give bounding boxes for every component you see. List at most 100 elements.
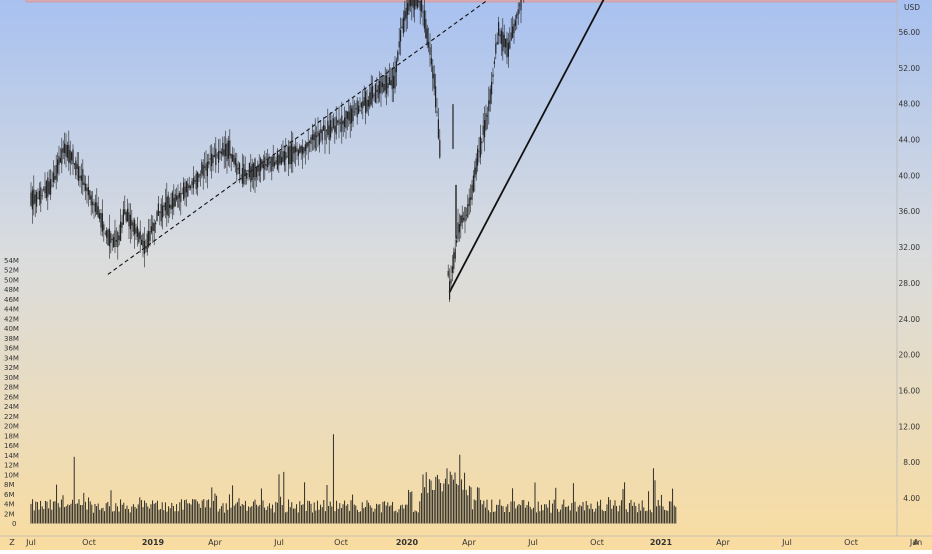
candle-body — [323, 125, 325, 131]
candle-body — [218, 151, 220, 163]
candle-body — [230, 153, 232, 159]
candle-body — [303, 147, 305, 153]
candle-body — [297, 150, 299, 156]
volume-tick-label: 24M — [4, 403, 19, 411]
candle-body — [450, 279, 452, 284]
time-tick-label: 2020 — [396, 538, 419, 547]
candle-body — [316, 135, 318, 138]
candle-body — [313, 134, 315, 141]
candle-body — [78, 166, 80, 181]
candle-body — [295, 146, 297, 153]
candle-body — [202, 164, 204, 177]
candle-body — [265, 164, 267, 166]
candle-body — [388, 77, 390, 85]
candle-body — [90, 195, 92, 206]
candle-body — [320, 129, 322, 134]
candle-body — [372, 85, 374, 99]
candle-body — [68, 144, 70, 163]
candle-body — [124, 209, 126, 215]
candle-body — [237, 168, 239, 170]
candle-body — [271, 156, 273, 172]
time-tick-label: Oct — [334, 538, 348, 547]
candle-body — [423, 10, 425, 29]
candle-body — [61, 148, 63, 165]
candle-body — [449, 281, 451, 300]
candle-body — [121, 222, 123, 228]
candle-body — [156, 211, 158, 222]
candle-body — [64, 143, 66, 154]
candle-body — [474, 167, 476, 178]
candle-body — [216, 154, 218, 156]
candle-body — [120, 221, 122, 241]
candle-body — [150, 226, 152, 233]
candle-body — [299, 146, 301, 153]
candle-body — [178, 192, 180, 199]
candle-body — [80, 175, 82, 181]
candle-body — [412, 0, 414, 8]
candle-body — [285, 152, 287, 160]
candle-body — [318, 132, 320, 145]
candle-body — [366, 99, 368, 112]
candle-body — [306, 142, 308, 149]
candle-body — [62, 147, 64, 153]
candle-body — [401, 26, 403, 29]
candle-body — [332, 118, 334, 128]
candle-body — [505, 38, 507, 48]
candle-body — [453, 252, 455, 269]
candle-body — [204, 166, 206, 168]
candle-body — [260, 158, 262, 172]
candle-body — [457, 222, 459, 240]
candle-body — [52, 172, 54, 182]
candle-body — [250, 166, 252, 182]
candle-body — [185, 181, 187, 193]
time-tick-label: Oct — [844, 538, 858, 547]
volume-tick-label: 26M — [4, 393, 19, 401]
candle-body — [352, 105, 354, 121]
candle-body — [390, 80, 392, 86]
candle-body — [212, 154, 214, 164]
candle-body — [236, 163, 238, 175]
candle-body — [41, 195, 43, 196]
candle-body — [384, 75, 386, 91]
candle-body — [82, 169, 84, 185]
candle-body — [337, 120, 339, 123]
volume-tick-label: 20M — [4, 423, 19, 431]
candle-body — [50, 179, 52, 195]
candle-body — [253, 163, 255, 178]
candle-body — [463, 218, 465, 220]
candle-body — [288, 146, 290, 165]
candle-body — [520, 0, 522, 11]
price-tick-label: 32.00 — [899, 243, 921, 252]
time-tick-label: Apr — [462, 538, 477, 547]
candle-body — [317, 131, 319, 137]
candle-body — [374, 84, 376, 103]
candle-body — [125, 212, 127, 222]
candle-body — [311, 134, 313, 140]
candle-body — [481, 141, 483, 144]
candle-body — [83, 182, 85, 185]
candle-body — [498, 22, 500, 36]
candle-body — [477, 148, 479, 166]
currency-label: USD — [904, 3, 920, 12]
candle-body — [418, 0, 420, 3]
candle-body — [152, 222, 154, 231]
candle-body — [338, 119, 340, 125]
volume-tick-label: 52M — [4, 267, 19, 275]
candle-body — [339, 122, 341, 124]
volume-tick-label: 6M — [4, 491, 15, 499]
candle-body — [195, 173, 197, 190]
candle-body — [379, 81, 381, 94]
price-tick-label: 8.00 — [903, 458, 920, 467]
candle-body — [348, 111, 350, 121]
price-tick-label: 56.00 — [899, 28, 921, 37]
candle-body — [197, 171, 199, 188]
candle-body — [351, 108, 353, 124]
candle-body — [456, 240, 458, 243]
candle-body — [464, 207, 466, 222]
candle-body — [419, 0, 421, 11]
candle-body — [37, 197, 39, 199]
candle-body — [174, 194, 176, 207]
candle-body — [76, 163, 78, 169]
candle-body — [393, 75, 395, 89]
candle-body — [129, 214, 131, 230]
